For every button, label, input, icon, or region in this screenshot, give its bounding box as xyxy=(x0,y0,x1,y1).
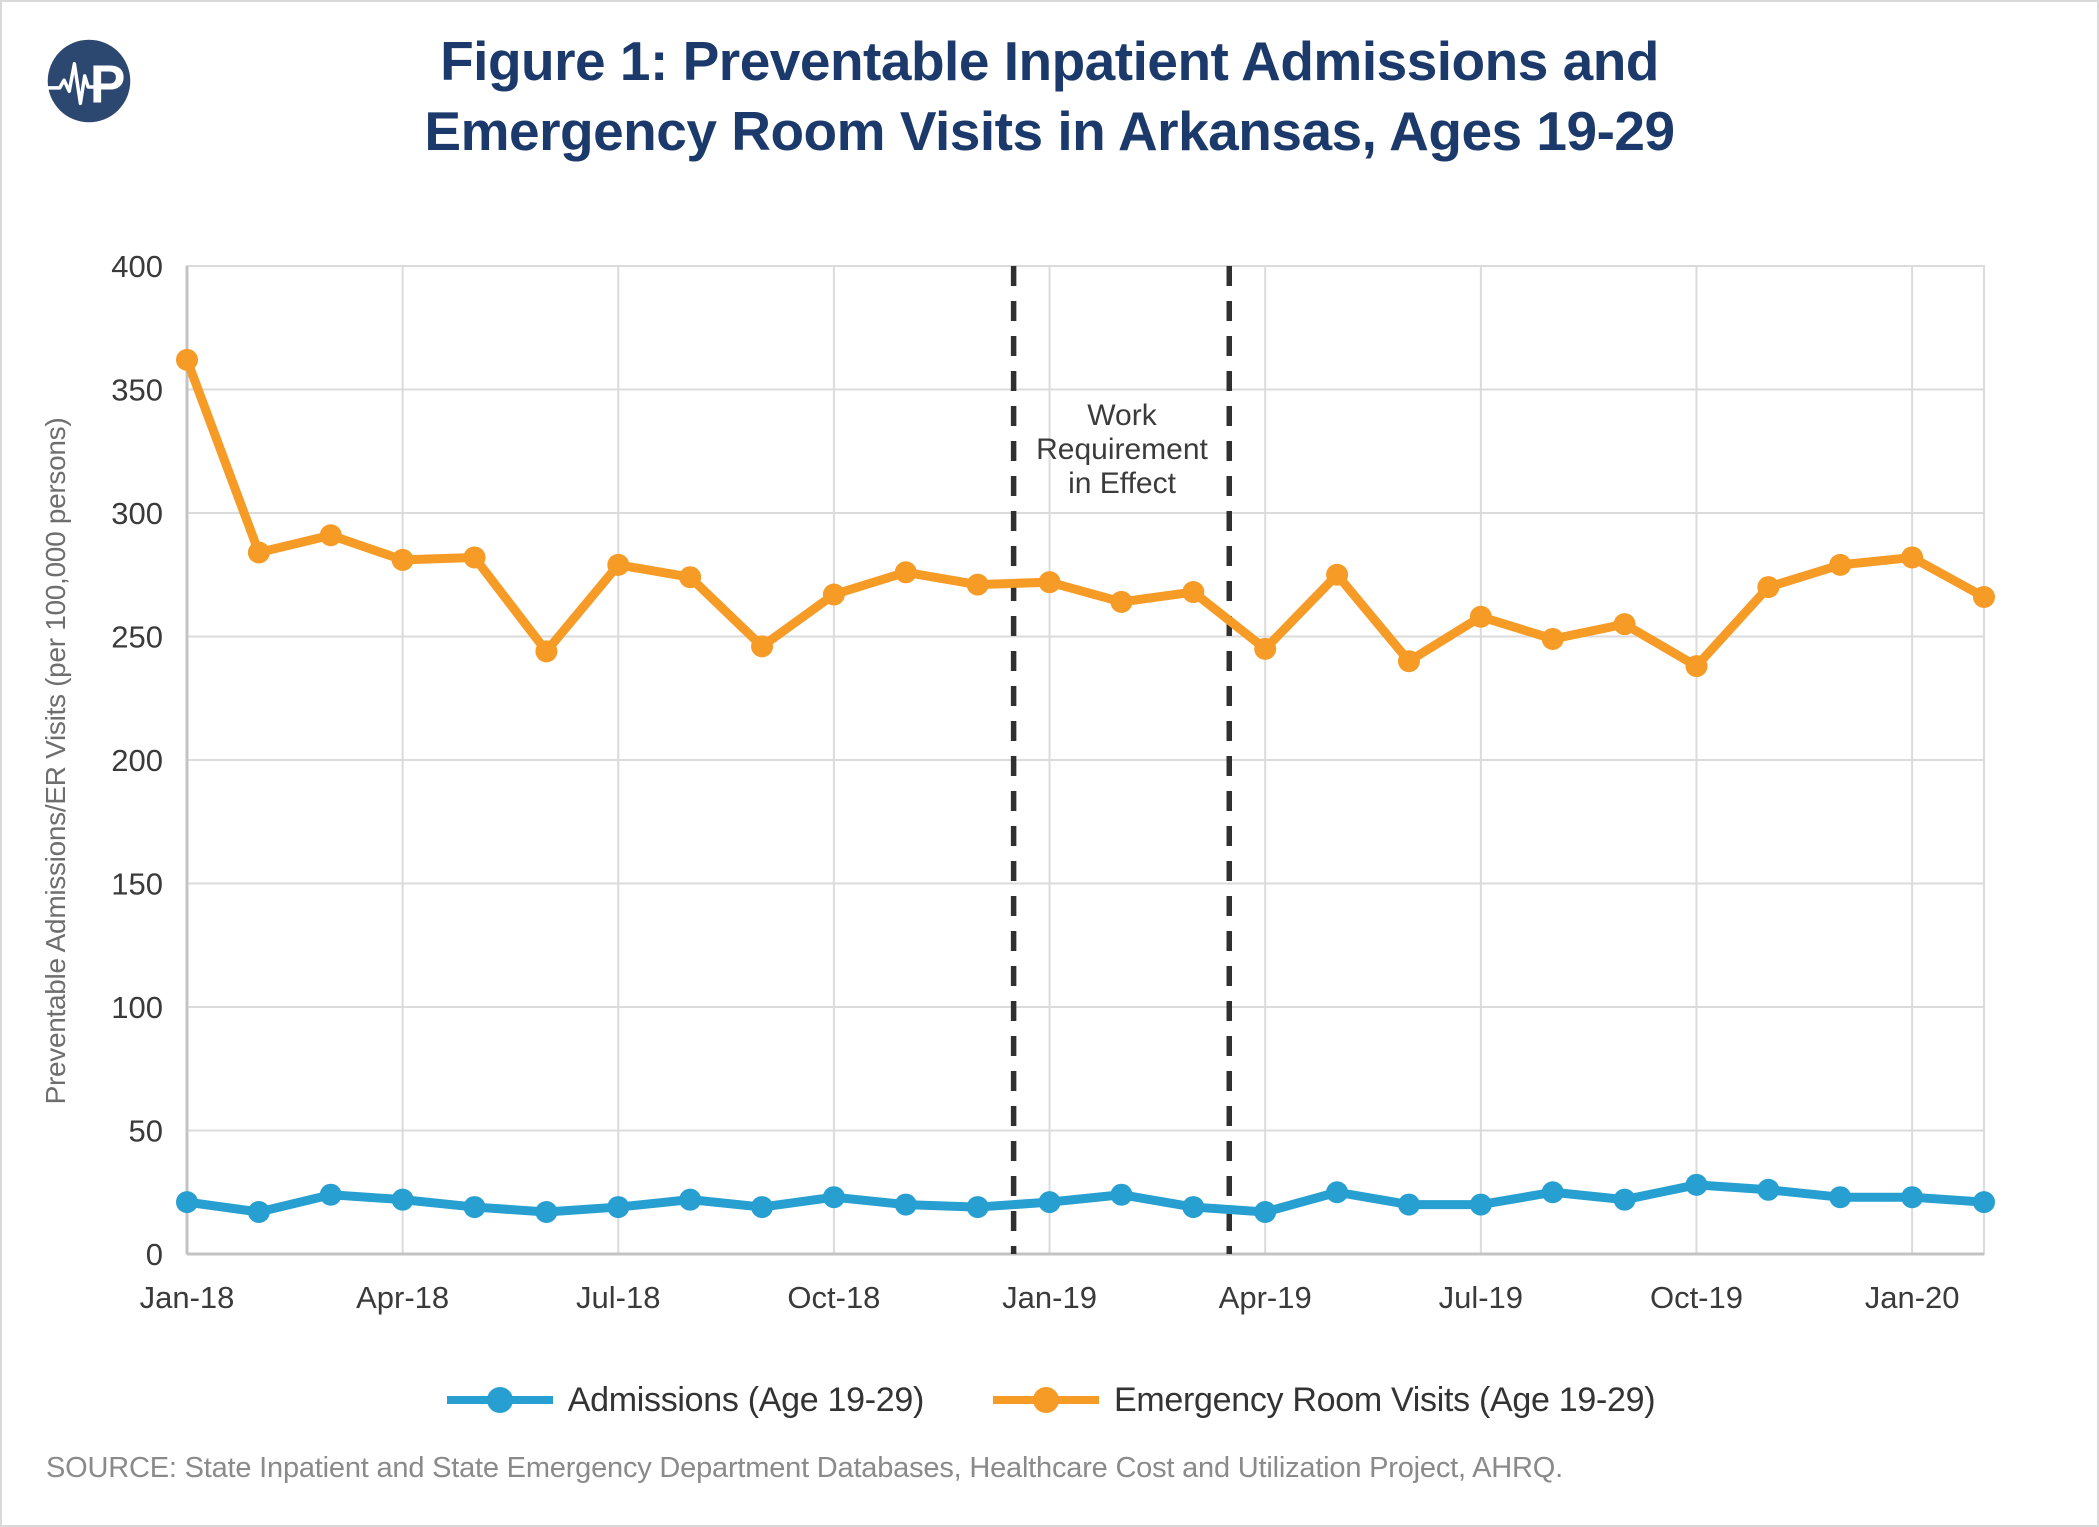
data-point-er-visits xyxy=(822,583,845,606)
data-point-er-visits xyxy=(1685,655,1708,678)
annotation-line2: Requirement xyxy=(1036,433,1208,466)
chart-title-line1: Figure 1: Preventable Inpatient Admissio… xyxy=(440,30,1659,92)
data-point-er-visits xyxy=(463,546,486,569)
series-line-admissions xyxy=(182,1180,1989,1217)
y-tick-label: 350 xyxy=(111,373,163,408)
data-point-admissions xyxy=(966,1196,989,1219)
x-tick-label: Oct-18 xyxy=(787,1280,880,1315)
annotation-line1: Work xyxy=(1087,399,1157,432)
data-point-er-visits xyxy=(1757,576,1780,599)
data-point-admissions xyxy=(1110,1183,1133,1206)
data-point-er-visits xyxy=(607,553,630,576)
data-point-er-visits xyxy=(391,548,414,571)
data-point-admissions xyxy=(1613,1188,1636,1211)
data-point-admissions xyxy=(1326,1181,1349,1204)
x-tick-label: Apr-18 xyxy=(356,1280,449,1315)
admissions-line-marker-icon xyxy=(446,1387,553,1413)
data-point-er-visits xyxy=(247,541,270,564)
data-point-admissions xyxy=(1397,1193,1420,1216)
data-point-admissions xyxy=(1685,1173,1708,1196)
data-point-er-visits xyxy=(1326,563,1349,586)
annotation-line3: in Effect xyxy=(1068,467,1176,500)
y-axis-title: Preventable Admissions/ER Visits (per 10… xyxy=(40,417,71,1105)
data-point-er-visits xyxy=(966,573,989,596)
data-point-admissions xyxy=(1757,1178,1780,1201)
data-point-admissions xyxy=(1038,1191,1061,1214)
chart-title: Figure 1: Preventable Inpatient Admissio… xyxy=(0,26,2099,166)
data-point-admissions xyxy=(1469,1193,1492,1216)
data-point-admissions xyxy=(1973,1191,1995,1214)
logo-circle-icon xyxy=(47,39,131,123)
y-tick-label: 150 xyxy=(111,867,163,902)
data-point-er-visits xyxy=(319,524,342,547)
x-tick-label: Oct-19 xyxy=(1650,1280,1743,1315)
x-tick-label: Jul-18 xyxy=(576,1280,660,1315)
data-point-er-visits xyxy=(1254,637,1277,660)
x-tick-label: Apr-19 xyxy=(1219,1280,1312,1315)
data-point-admissions xyxy=(1182,1196,1205,1219)
legend-label-er-visits: Emergency Room Visits (Age 19-29) xyxy=(1113,1380,1656,1419)
x-tick-label: Jul-19 xyxy=(1439,1280,1523,1315)
x-tick-label: Jan-19 xyxy=(1002,1280,1097,1315)
y-tick-label: 300 xyxy=(111,496,163,531)
er-visits-line-marker-icon xyxy=(992,1387,1099,1413)
data-point-admissions xyxy=(1254,1201,1277,1224)
data-point-admissions xyxy=(176,1191,198,1214)
data-point-er-visits xyxy=(1469,605,1492,628)
data-point-er-visits xyxy=(679,566,702,589)
data-point-admissions xyxy=(535,1201,558,1224)
data-point-er-visits xyxy=(1613,613,1636,636)
y-tick-label: 400 xyxy=(111,249,163,284)
data-point-admissions xyxy=(751,1196,774,1219)
data-point-admissions xyxy=(822,1186,845,1209)
data-point-er-visits xyxy=(751,635,774,658)
data-point-admissions xyxy=(391,1188,414,1211)
data-point-admissions xyxy=(319,1183,342,1206)
source-note: SOURCE: State Inpatient and State Emerge… xyxy=(46,1452,1563,1484)
x-tick-label: Jan-18 xyxy=(140,1280,235,1315)
y-tick-label: 0 xyxy=(146,1237,163,1272)
y-tick-label: 50 xyxy=(129,1114,163,1149)
data-point-admissions xyxy=(247,1201,270,1224)
legend-item-er-visits: Emergency Room Visits (Age 19-29) xyxy=(990,1380,1656,1420)
x-tick-label: Jan-20 xyxy=(1865,1280,1960,1315)
data-point-er-visits xyxy=(1541,627,1564,650)
legend-label-admissions: Admissions (Age 19-29) xyxy=(567,1380,925,1419)
y-tick-label: 250 xyxy=(111,620,163,655)
data-point-er-visits xyxy=(894,561,917,584)
data-point-admissions xyxy=(894,1193,917,1216)
data-point-admissions xyxy=(607,1196,630,1219)
chart-title-line2: Emergency Room Visits in Arkansas, Ages … xyxy=(424,100,1675,162)
data-point-er-visits xyxy=(176,348,198,371)
data-point-er-visits xyxy=(1182,581,1205,604)
legend-item-admissions: Admissions (Age 19-29) xyxy=(444,1381,924,1420)
data-point-er-visits xyxy=(1901,546,1924,569)
data-point-admissions xyxy=(679,1188,702,1211)
pulse-line-icon xyxy=(46,62,98,106)
work-requirement-annotation: Work Requirement in Effect xyxy=(961,399,1283,501)
y-tick-label: 200 xyxy=(111,743,163,778)
data-point-er-visits xyxy=(1038,571,1061,594)
publisher-logo: P xyxy=(46,39,131,123)
data-point-admissions xyxy=(1901,1186,1924,1209)
data-point-er-visits xyxy=(1110,590,1133,613)
series-line-er-visits xyxy=(182,355,1989,671)
y-tick-label: 100 xyxy=(111,990,163,1025)
data-point-admissions xyxy=(1541,1181,1564,1204)
data-point-er-visits xyxy=(1973,585,1995,608)
chart-legend: Admissions (Age 19-29) Emergency Room Vi… xyxy=(0,1378,2099,1422)
data-point-er-visits xyxy=(535,640,558,663)
data-point-admissions xyxy=(463,1196,486,1219)
data-point-er-visits xyxy=(1397,650,1420,673)
data-point-er-visits xyxy=(1829,553,1852,576)
data-point-admissions xyxy=(1829,1186,1852,1209)
logo-letter: P xyxy=(90,56,126,115)
